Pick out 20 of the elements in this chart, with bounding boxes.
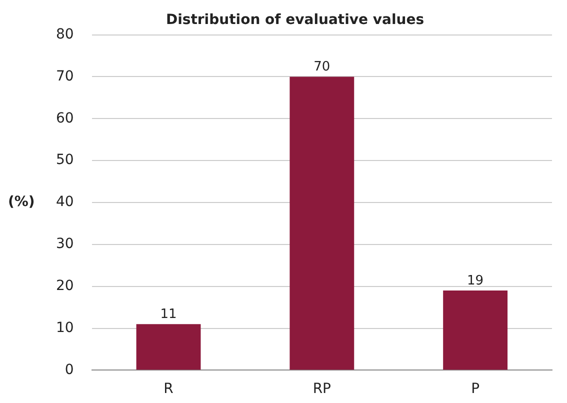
x-tick-label: R (164, 381, 174, 398)
x-tick-label: P (471, 381, 480, 398)
data-label: 70 (314, 60, 330, 75)
chart-title: Distribution of evaluative values (166, 12, 424, 28)
data-label: 19 (467, 273, 484, 288)
y-tick-label: 0 (64, 362, 74, 378)
y-tick-label: 10 (56, 320, 74, 336)
bar (290, 76, 354, 370)
x-tick-label: RP (312, 381, 331, 398)
bar (443, 290, 508, 370)
y-axis-title: (%) (8, 194, 35, 210)
y-tick-label: 60 (56, 110, 74, 126)
data-label: 11 (160, 306, 177, 322)
y-tick-label: 70 (56, 68, 74, 84)
y-tick-label: 50 (56, 152, 74, 168)
y-tick-label: 40 (56, 194, 74, 210)
y-tick-label: 80 (56, 26, 74, 42)
bar (136, 324, 201, 370)
y-tick-label: 20 (56, 278, 74, 294)
y-tick-label: 30 (56, 236, 74, 252)
